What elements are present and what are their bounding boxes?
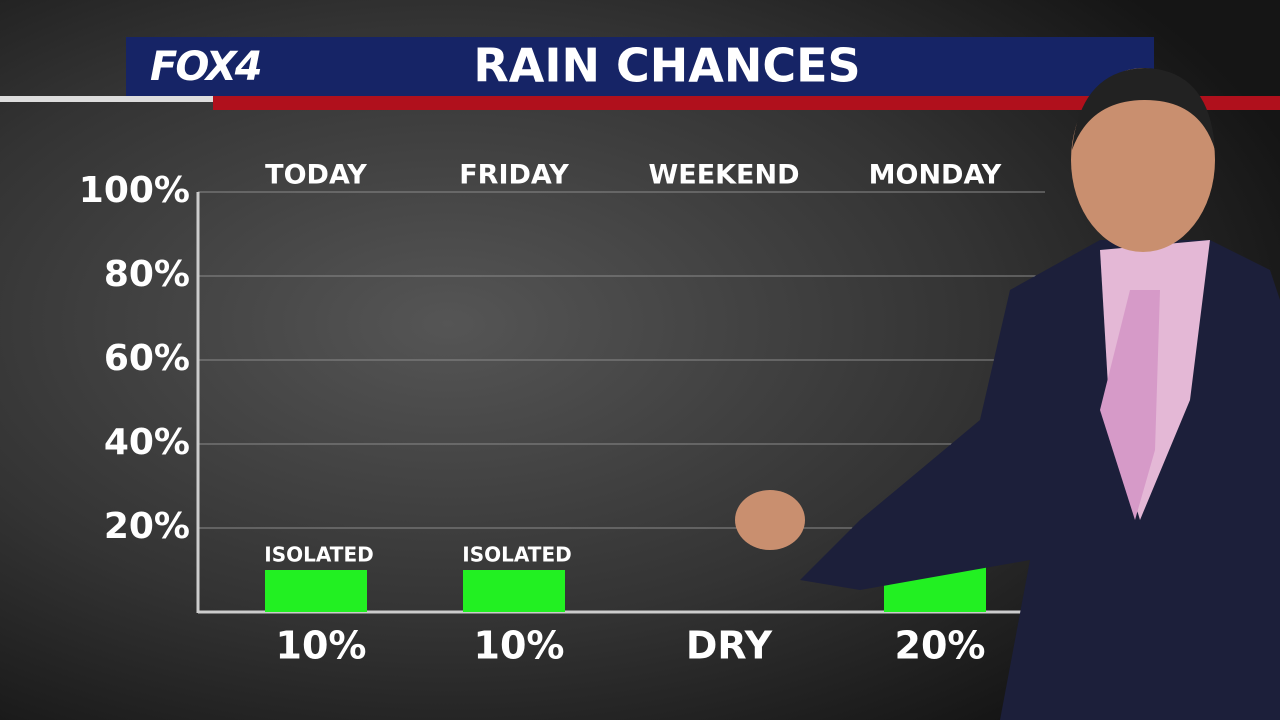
value-label: 10% (276, 624, 367, 668)
y-tick-label: 40% (104, 422, 190, 463)
tie (1100, 290, 1160, 520)
value-label: 10% (474, 624, 565, 668)
value-label: 20% (895, 624, 986, 668)
chart-title: RAIN CHANCES (473, 39, 860, 93)
header-line (0, 96, 213, 102)
y-tick-label: 20% (104, 506, 190, 547)
x-tick-label: MONDAY (869, 160, 1002, 191)
annotation: ISOLATED (462, 543, 571, 567)
head (1071, 68, 1215, 252)
y-tick-label: 60% (104, 338, 190, 379)
bar (463, 570, 565, 612)
plot: 100% 80% 60% 40% 20% TODAY 10% ISOLATED FRIDAY 1… (79, 160, 1045, 668)
x-tick-label: WEEKEND (648, 160, 799, 191)
x-tick-label: FRIDAY (459, 160, 569, 191)
value-label: DRY (686, 624, 773, 668)
y-tick-label: 100% (79, 170, 190, 211)
bar (265, 570, 367, 612)
header-bar (126, 37, 1154, 97)
y-tick-label: 80% (104, 254, 190, 295)
x-tick-label: TODAY (265, 160, 367, 191)
logo: FOX4 (150, 44, 261, 90)
header-stripe (213, 96, 1280, 110)
hand (735, 490, 805, 550)
annotation: ISOLATED (264, 543, 373, 567)
presenter (735, 68, 1280, 720)
hair (1072, 68, 1215, 150)
